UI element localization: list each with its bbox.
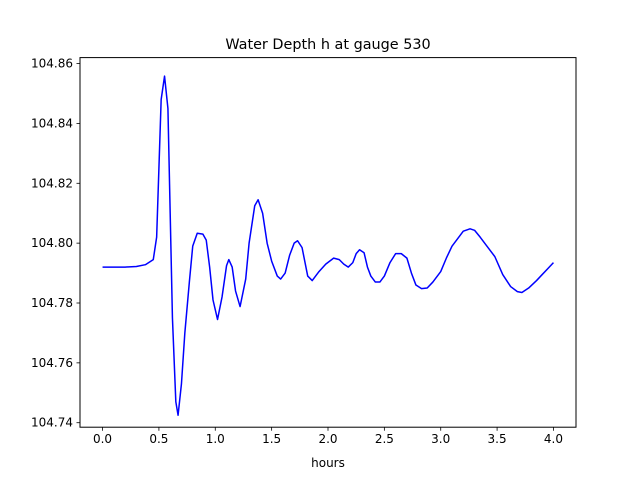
x-tick-label: 2.0 — [318, 432, 337, 446]
x-tick-label: 0.0 — [93, 432, 112, 446]
plot-frame — [79, 57, 577, 428]
y-tick-label: 104.74 — [31, 416, 73, 430]
y-axis: 104.74 104.76 104.78 104.80 104.82 104.84 104.… — [31, 57, 80, 430]
x-axis-label: hours — [311, 456, 345, 470]
x-tick-label: 4.0 — [544, 432, 563, 446]
x-tick-label: 3.0 — [431, 432, 450, 446]
x-tick-label: 1.0 — [206, 432, 225, 446]
series-line-0 — [102, 75, 554, 416]
y-tick-label: 104.78 — [31, 296, 73, 310]
chart-title: Water Depth h at gauge 530 — [225, 37, 430, 53]
x-axis: 0.0 0.5 1.0 1.5 2.0 2.5 3.0 3.5 4.0 — [93, 427, 563, 446]
y-tick-label: 104.76 — [31, 356, 73, 370]
x-tick-label: 0.5 — [149, 432, 168, 446]
y-tick-label: 104.80 — [31, 236, 73, 250]
y-tick-label: 104.82 — [31, 176, 73, 190]
y-tick-label: 104.86 — [31, 57, 73, 71]
x-tick-label: 2.5 — [375, 432, 394, 446]
x-tick-label: 1.5 — [262, 432, 281, 446]
plot-area — [102, 75, 554, 416]
x-tick-label: 3.5 — [488, 432, 507, 446]
y-tick-label: 104.84 — [31, 116, 73, 130]
